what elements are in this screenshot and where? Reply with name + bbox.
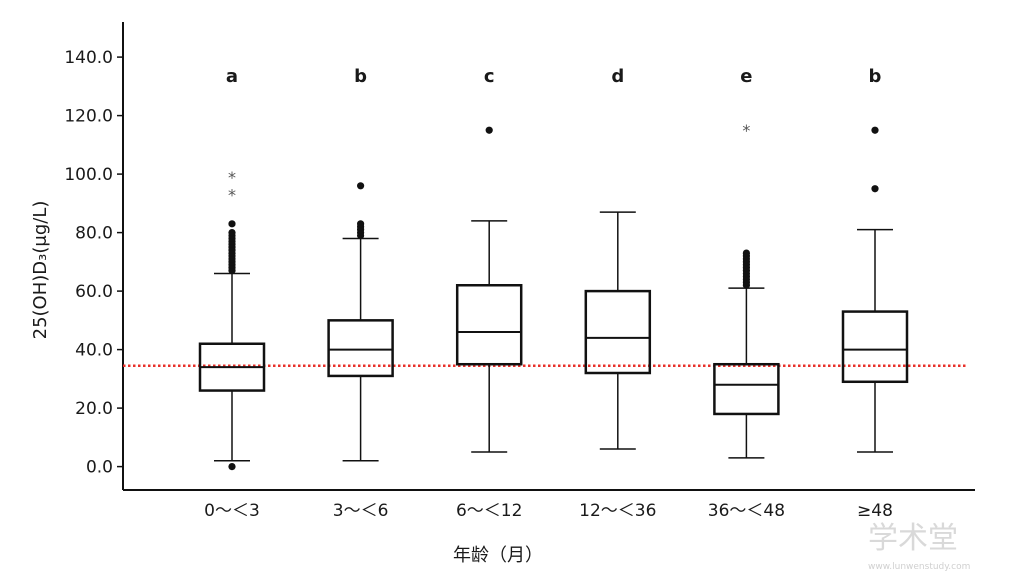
y-tick-label: 120.0 [64, 107, 113, 127]
significance-letter: d [611, 66, 624, 87]
outlier-point [228, 463, 236, 471]
box-group: * [713, 121, 780, 459]
box-group [841, 126, 909, 453]
box-group [455, 126, 523, 453]
outlier-star: * [742, 121, 750, 140]
box-group [584, 211, 652, 450]
outlier-point [228, 220, 236, 228]
x-tick-label: 3～＜6 [333, 501, 389, 521]
x-axis-title: 年龄（月） [453, 545, 543, 566]
box-iqr [713, 362, 780, 416]
box-group: ** [198, 168, 266, 471]
significance-letter: c [484, 66, 495, 87]
x-tick-label: 0～＜3 [204, 501, 260, 521]
x-tick-label: ≥48 [857, 501, 893, 521]
y-tick-label: 100.0 [64, 165, 113, 185]
outlier-star: * [228, 186, 236, 205]
box-iqr [584, 289, 652, 375]
box-iqr [327, 319, 394, 378]
outlier-point [871, 126, 879, 134]
watermark-logo: 学术堂 [868, 521, 958, 556]
box-iqr [841, 310, 909, 384]
outlier-point [357, 182, 365, 190]
outlier-point [742, 249, 751, 257]
y-tick-label: 60.0 [75, 282, 113, 302]
labels: 0～＜3 a 3～＜6 b 6～＜12 c 12～＜36 d 36～＜48 e ≥48 b [204, 66, 893, 521]
significance-letter: b [869, 66, 882, 87]
significance-letter: a [226, 66, 238, 87]
boxes: *** [198, 121, 909, 471]
y-axis-title: 25(OH)D₃(μg/L) [30, 201, 51, 340]
significance-letter: b [354, 66, 367, 87]
x-tick-label: 12～＜36 [579, 501, 656, 521]
y-tick-label: 20.0 [75, 399, 113, 419]
significance-letter: e [740, 66, 752, 87]
box-iqr [455, 284, 523, 366]
y-tick-label: 0.0 [86, 458, 113, 478]
outlier-point [357, 220, 365, 228]
outlier-point [228, 229, 236, 237]
x-tick-label: 6～＜12 [456, 501, 522, 521]
y-tick-label: 40.0 [75, 341, 113, 361]
axes: 0.0 20.0 40.0 60.0 80.0 100.0 120.0 140.0 [64, 22, 975, 491]
watermark-url: www.lunwenstudy.com [868, 562, 970, 572]
outlier-point [871, 185, 879, 193]
y-tick-label: 140.0 [64, 48, 113, 68]
outlier-star: * [228, 168, 236, 187]
box-group [327, 182, 394, 462]
y-tick-label: 80.0 [75, 224, 113, 244]
x-tick-label: 36～＜48 [708, 501, 785, 521]
outlier-point [485, 126, 493, 134]
